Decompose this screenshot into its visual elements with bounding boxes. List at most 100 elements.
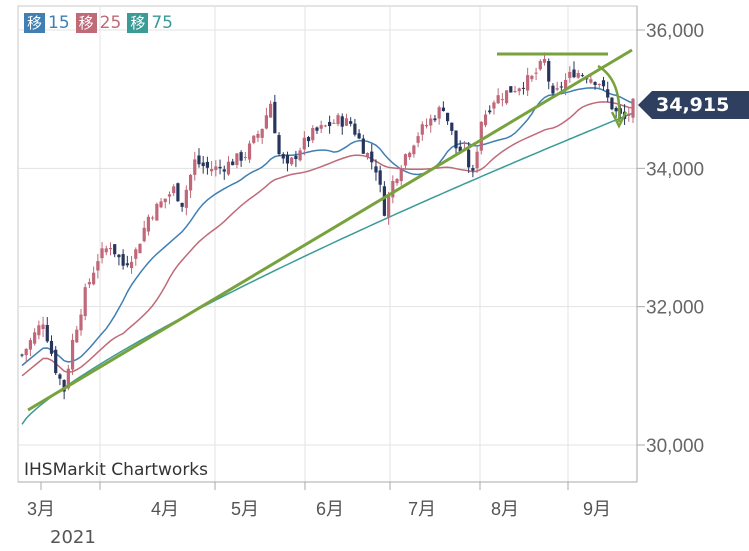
candle-body-8 [54,349,58,374]
candle-body-16 [87,282,92,285]
candle-141 [614,106,618,118]
x-tick-label-3: 6月 [316,499,344,519]
candle-37 [176,182,180,202]
ma25-line [21,101,634,377]
candle-body-99 [437,107,441,119]
candle-body-28 [138,243,142,254]
candle-body-112 [492,102,496,109]
candle-body-38 [180,202,184,207]
candle-89 [395,177,399,186]
candle-19 [100,242,104,264]
candle-body-46 [214,166,218,170]
candle-2 [28,337,33,357]
candle-body-111 [488,110,492,113]
candle-body-145 [631,98,635,118]
candle-130 [568,66,572,83]
candle-body-24 [121,254,125,266]
candle-body-17 [92,272,96,285]
candle-50 [231,158,235,166]
candle-body-116 [509,86,513,93]
candle-126 [551,83,555,97]
candle-53 [243,151,247,161]
candle-body-61 [277,135,281,155]
candle-81 [361,134,365,154]
candle-34 [163,198,167,209]
candle-78 [349,117,353,127]
candle-body-44 [205,161,210,168]
x-tick-label-5: 8月 [491,499,519,519]
candle-body-125 [547,61,551,82]
candle-127 [555,81,559,92]
candle-91 [403,153,408,169]
candle-body-75 [336,115,340,125]
candle-body-140 [610,97,614,110]
candle-body-118 [517,88,521,92]
candle-93 [412,144,416,158]
candle-27 [134,247,138,266]
candle-30 [146,214,151,236]
candle-119 [521,82,526,95]
candle-83 [370,143,374,170]
candle-body-139 [606,89,610,98]
candle-15 [83,283,87,321]
candle-body-40 [188,174,193,191]
candle-body-83 [370,151,374,163]
candle-body-81 [361,138,365,154]
candle-body-80 [357,133,361,139]
y-tick-label-3: 30,000 [646,436,704,457]
candle-26 [129,255,134,274]
legend-ma15-tag: 移 [24,13,46,33]
candle-61 [277,132,281,156]
candle-13 [75,325,79,344]
candle-body-74 [332,122,336,124]
ma15-line [21,87,634,367]
x-tick-label-1: 4月 [151,499,179,519]
candle-63 [285,151,290,172]
candle-72 [323,124,327,128]
candle-body-82 [365,153,370,158]
candle-87 [387,191,391,225]
candle-74 [332,119,336,124]
candle-40 [188,173,193,198]
candle-body-89 [395,179,399,184]
candle-body-6 [45,324,49,342]
candle-body-135 [589,79,593,83]
candle-body-29 [142,227,146,242]
candle-body-107 [471,168,475,171]
candle-body-110 [483,114,488,126]
candle-129 [563,73,568,96]
candle-body-129 [563,79,568,89]
candle-body-59 [269,103,273,118]
candle-51 [235,153,239,169]
candle-body-134 [585,78,589,80]
candle-68 [306,135,311,148]
candle-body-13 [75,329,79,343]
candle-62 [281,152,285,164]
candle-body-62 [281,154,285,159]
candle-21 [108,242,113,256]
candle-99 [437,105,441,125]
candle-96 [424,118,429,129]
candle-3 [33,328,37,346]
candle-body-36 [172,186,176,194]
candle-73 [328,115,332,134]
ma75-line [21,112,634,425]
candle-90 [399,165,403,186]
candle-body-115 [504,90,509,104]
candle-49 [226,156,231,176]
candle-body-32 [155,203,159,221]
candle-body-128 [559,86,563,88]
candle-body-138 [601,80,606,87]
candle-120 [526,67,530,97]
candle-101 [445,112,450,125]
candle-107 [471,164,475,178]
candle-77 [344,113,349,127]
legend-ma75: 移 75 [127,13,173,33]
candle-body-141 [614,107,618,112]
candle-body-124 [542,58,547,63]
candle-body-120 [526,75,530,91]
candle-22 [113,244,117,258]
candle-body-4 [37,325,41,336]
candle-body-94 [416,136,420,143]
candle-112 [492,100,496,115]
